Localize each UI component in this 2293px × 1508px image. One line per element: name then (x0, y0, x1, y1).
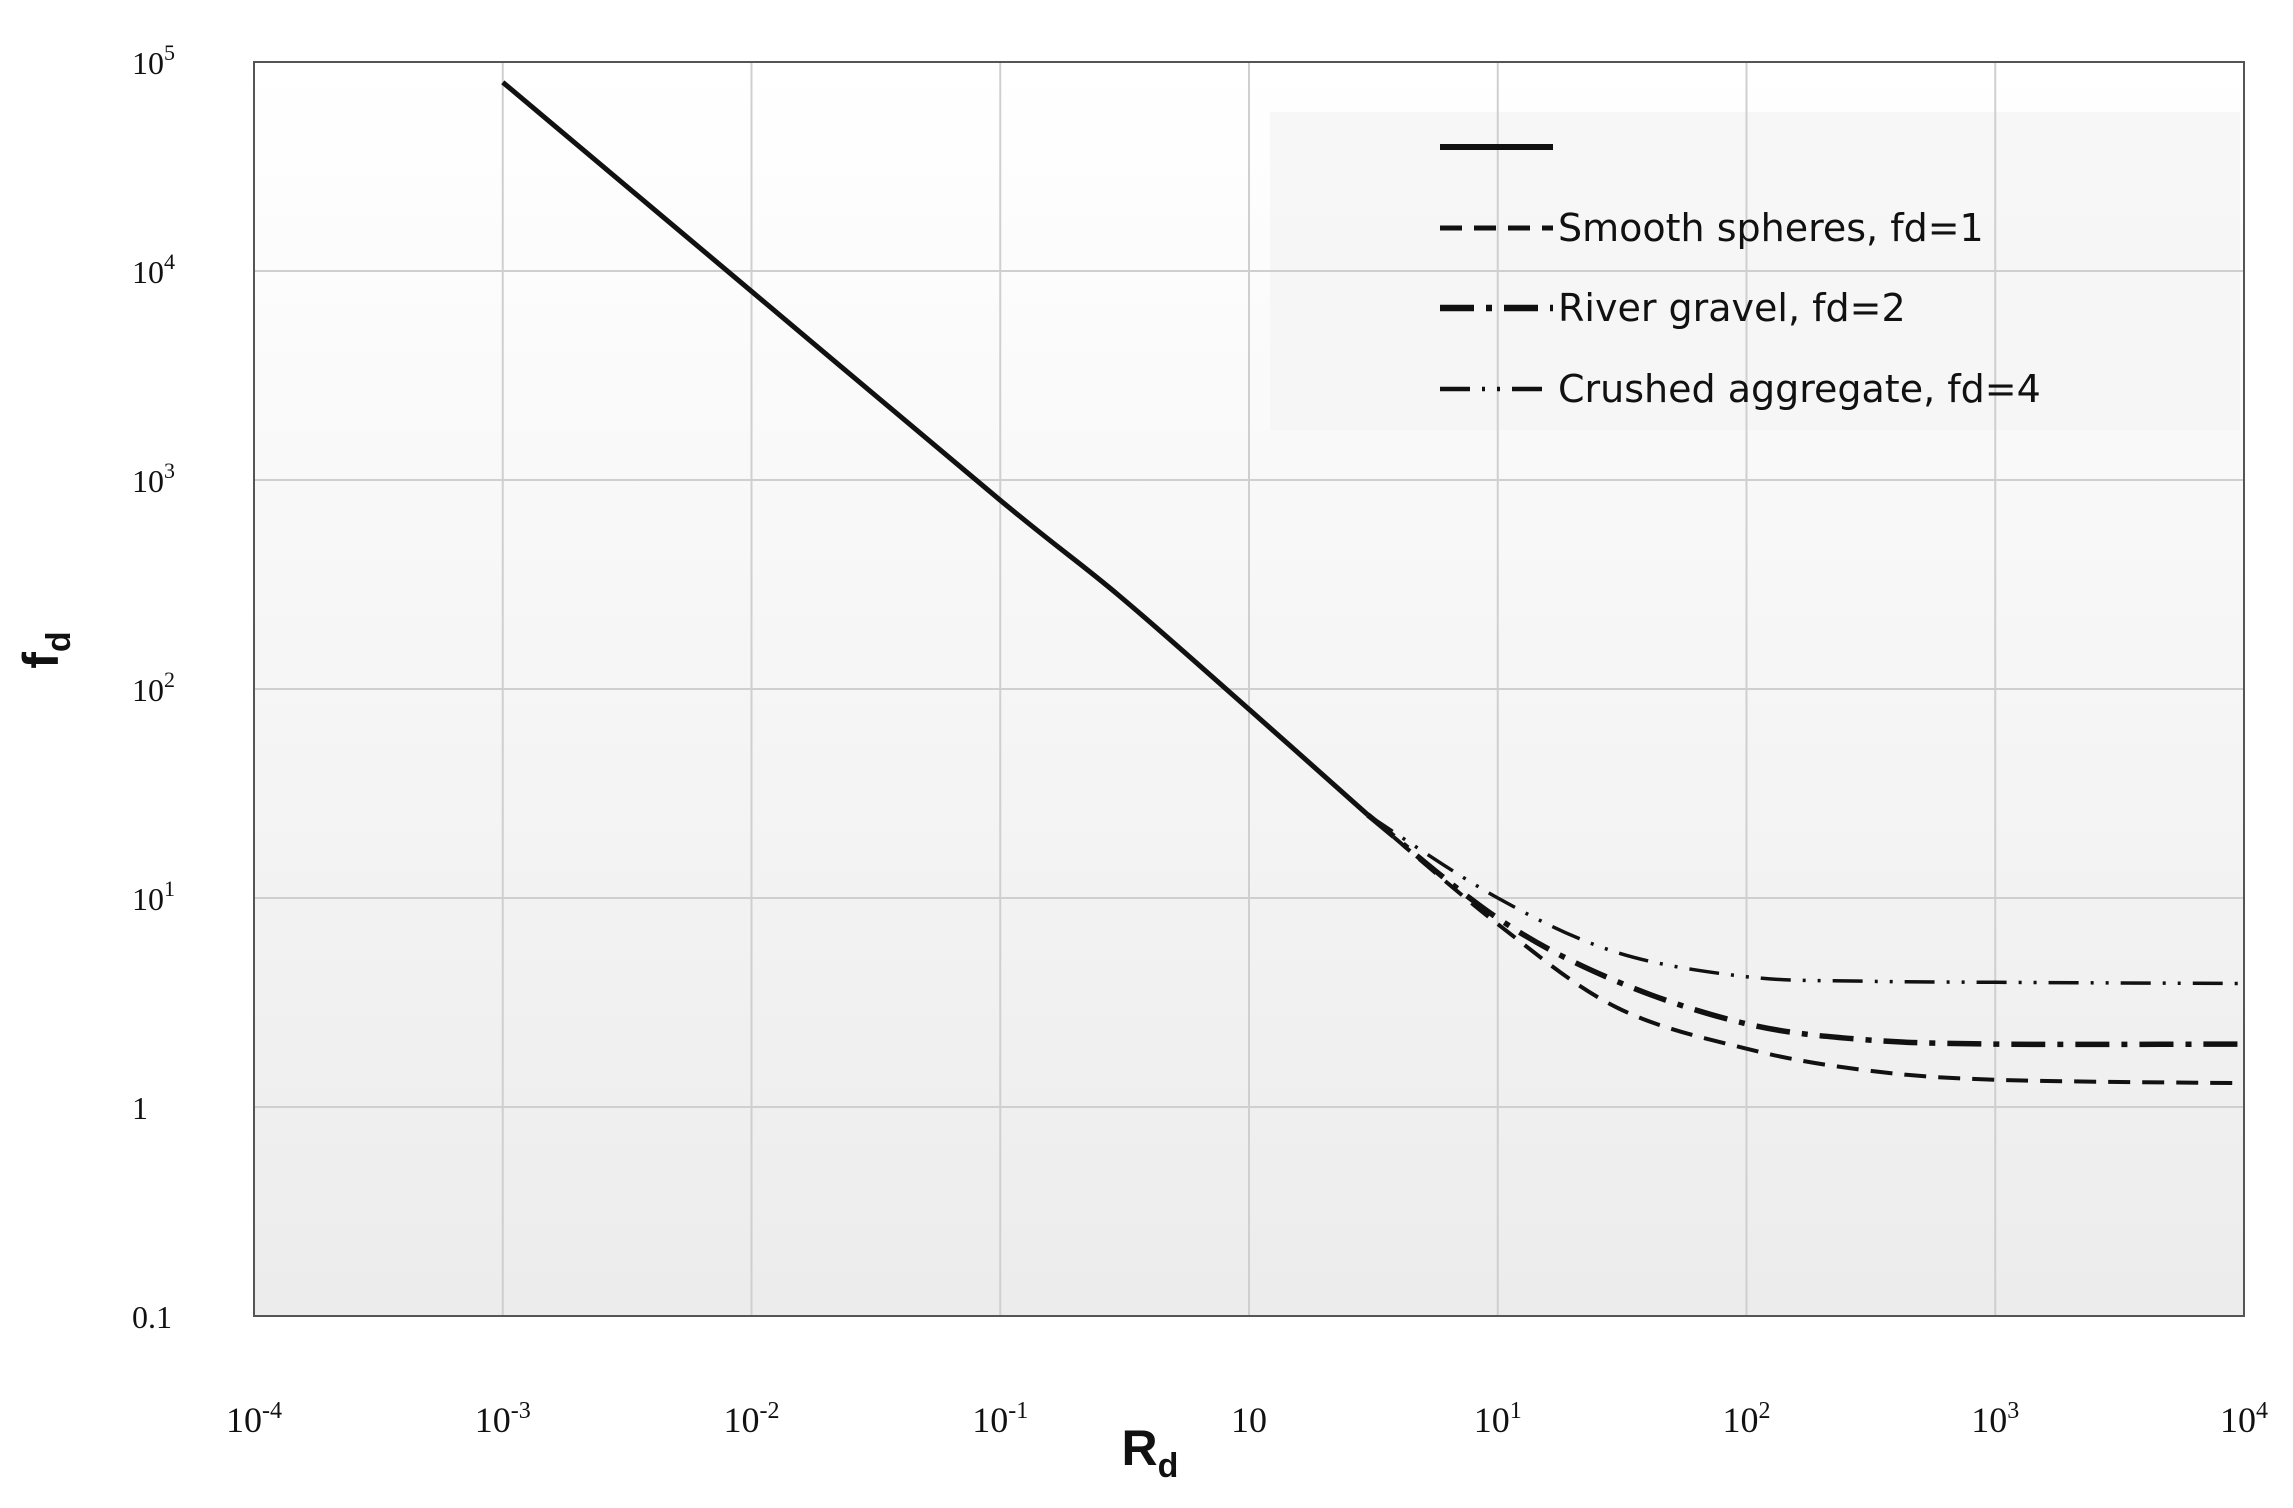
x-tick-label-exponent: -2 (760, 1398, 780, 1424)
y-tick-label: 102 (132, 667, 175, 708)
y-tick-label-base: 10 (132, 672, 164, 708)
legend-label: Smooth spheres, fd=1 (1558, 206, 1984, 250)
x-tick-label: 10-4 (226, 1398, 282, 1440)
series-line-solid (501, 80, 1370, 817)
y-tick-label: 103 (132, 458, 175, 499)
y-tick-label-base: 10 (132, 881, 164, 917)
y-axis-title-sub: d (40, 631, 78, 652)
y-tick-label-base: 10 (132, 254, 164, 290)
series-line-dash-dot-bold (1365, 812, 2245, 1048)
x-tick-label: 103 (1971, 1398, 2019, 1440)
grid (254, 62, 2244, 1316)
y-tick-label-exponent: 2 (164, 667, 175, 692)
legend-label: Crushed aggregate, fd=4 (1558, 367, 2041, 411)
y-tick-label: 105 (132, 40, 175, 81)
series-line-dashed (1366, 813, 2245, 1086)
legend: Smooth spheres, fd=1 River gravel, fd=2 Cr… (1440, 144, 2041, 411)
plot-frame (253, 61, 2245, 1317)
x-tick-label-exponent: 1 (1510, 1398, 1522, 1424)
x-tick-label-base: 10 (972, 1400, 1008, 1440)
x-tick-label-exponent: 2 (1759, 1398, 1771, 1424)
y-tick-label-base: 10 (132, 45, 164, 81)
x-tick-label-base: 10 (2220, 1400, 2256, 1440)
y-tick-label-exponent: 4 (164, 249, 175, 274)
x-tick-label-base: 10 (1231, 1400, 1267, 1440)
y-tick-label-base: 1 (132, 1090, 148, 1126)
y-tick-label: 0.1 (132, 1299, 172, 1335)
y-tick-label: 101 (132, 876, 175, 917)
y-tick-label: 1 (132, 1090, 148, 1126)
x-tick-label-base: 10 (724, 1400, 760, 1440)
x-tick-label: 104 (2220, 1398, 2268, 1440)
x-tick-label-exponent: 4 (2256, 1398, 2268, 1424)
y-tick-label-base: 0.1 (132, 1299, 172, 1335)
x-tick-label-base: 10 (226, 1400, 262, 1440)
legend-label: River gravel, fd=2 (1558, 286, 1906, 330)
x-tick-label-base: 10 (475, 1400, 511, 1440)
x-axis-title-sub: d (1158, 1447, 1179, 1485)
x-tick-label-exponent: -4 (262, 1398, 282, 1424)
y-tick-label-exponent: 1 (164, 876, 175, 901)
x-tick-label: 10-2 (724, 1398, 780, 1440)
series-line-dash-dot-dot (1366, 813, 2245, 986)
x-tick-label: 102 (1723, 1398, 1771, 1440)
x-tick-label-exponent: -1 (1008, 1398, 1028, 1424)
y-tick-label: 104 (132, 249, 175, 290)
y-axis-title: fd (13, 631, 78, 668)
x-tick-label: 10-3 (475, 1398, 531, 1440)
x-tick-label-exponent: 3 (2007, 1398, 2019, 1424)
y-tick-label-base: 10 (132, 463, 164, 499)
x-tick-label: 10 (1231, 1400, 1267, 1440)
series-layer (501, 80, 2245, 1086)
x-tick-labels: 10-4 10-3 10-2 10-1 10 101 102 103 104 (226, 1398, 2268, 1440)
x-axis-title-base: R (1122, 1420, 1158, 1476)
y-tick-label-exponent: 3 (164, 458, 175, 483)
x-tick-label: 10-1 (972, 1398, 1028, 1440)
x-axis-title: Rd (1122, 1420, 1179, 1485)
y-tick-label-exponent: 5 (164, 40, 175, 65)
x-tick-label-base: 10 (1474, 1400, 1510, 1440)
x-tick-label-base: 10 (1723, 1400, 1759, 1440)
y-axis-title-base: f (13, 652, 69, 669)
x-tick-label: 101 (1474, 1398, 1522, 1440)
x-tick-label-exponent: -3 (511, 1398, 531, 1424)
x-tick-label-base: 10 (1971, 1400, 2007, 1440)
